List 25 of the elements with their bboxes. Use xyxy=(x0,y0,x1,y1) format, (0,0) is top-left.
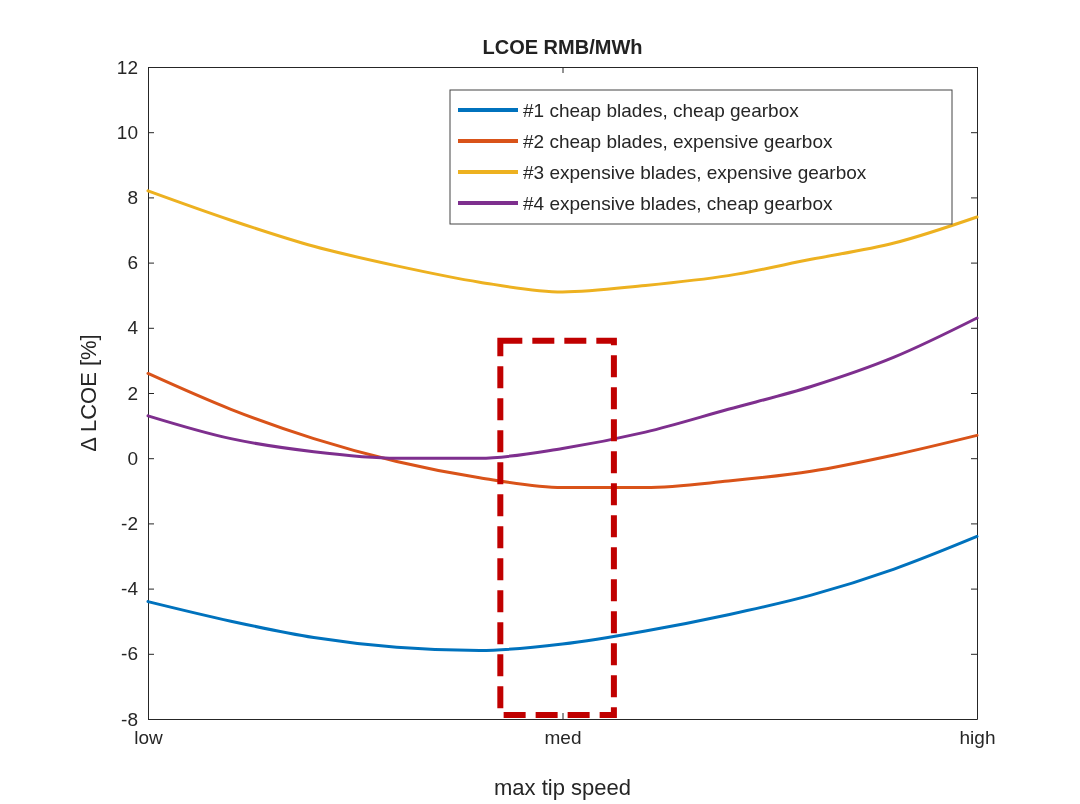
y-axis-title: Δ LCOE [%] xyxy=(76,334,101,452)
y-tick-label: -8 xyxy=(121,708,138,730)
y-tick-label: -6 xyxy=(121,643,138,665)
y-tick-label: 10 xyxy=(116,121,138,143)
line-series xyxy=(146,189,979,294)
line-series xyxy=(146,371,979,490)
x-tick-label: med xyxy=(544,727,582,749)
y-tick-label: 0 xyxy=(127,447,138,469)
x-tick-label: low xyxy=(134,727,164,749)
y-tick-label: 12 xyxy=(116,56,138,78)
y-tick-label: 4 xyxy=(127,317,139,339)
legend-label: #2 cheap blades, expensive gearbox xyxy=(523,131,833,152)
y-tick-label: -2 xyxy=(121,512,138,534)
chart-title: LCOE RMB/MWh xyxy=(482,36,643,58)
y-tick-label: 6 xyxy=(127,252,138,274)
line-series xyxy=(146,316,979,460)
x-axis-title: max tip speed xyxy=(494,775,631,800)
y-tick-label: 2 xyxy=(127,382,138,404)
y-tick-label: -4 xyxy=(121,578,139,600)
x-tick-label: high xyxy=(959,727,996,749)
legend-label: #3 expensive blades, expensive gearbox xyxy=(523,162,867,183)
legend-label: #1 cheap blades, cheap gearbox xyxy=(523,100,800,121)
y-tick-label: 8 xyxy=(127,186,138,208)
line-series xyxy=(146,534,979,653)
legend-label: #4 expensive blades, cheap gearbox xyxy=(523,193,833,214)
